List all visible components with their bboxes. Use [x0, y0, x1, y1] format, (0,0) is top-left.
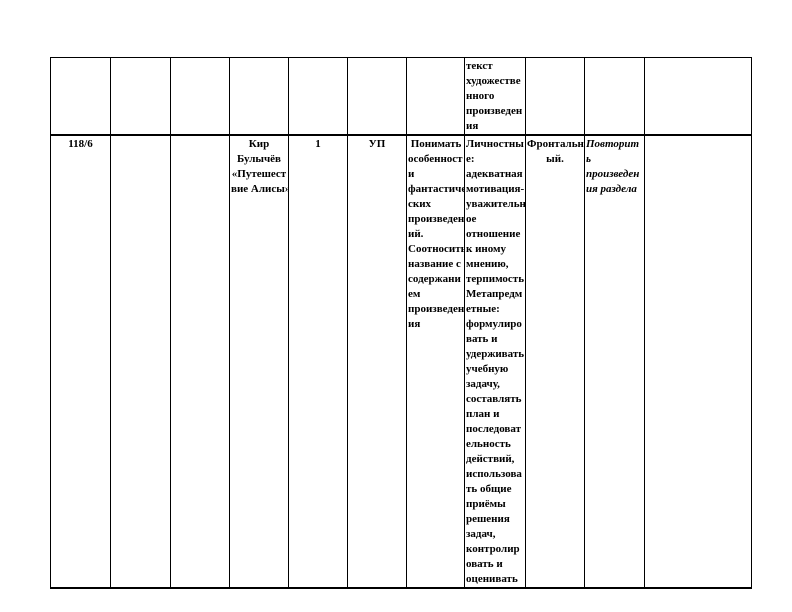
table-cell — [288, 57, 348, 136]
lesson-plan-table: текст художестве нного произведен ия 118… — [50, 57, 752, 589]
table-cell — [170, 134, 230, 589]
table-cell — [110, 134, 171, 589]
lesson-number-cell: 118/6 — [50, 134, 111, 589]
table-cell — [644, 57, 752, 136]
uud-cell-continued: текст художестве нного произведен ия — [464, 57, 526, 136]
homework-cell: Повторит ь произведен ия раздела — [584, 134, 645, 589]
table-cell — [347, 57, 407, 136]
table-cell — [50, 57, 111, 136]
table-row: 118/6 Кир Булычёв «Путешест вие Алисы» 1… — [50, 134, 752, 589]
lesson-type-cell: УП — [347, 134, 407, 589]
hours-cell: 1 — [288, 134, 348, 589]
table-cell — [229, 57, 289, 136]
table-cell — [170, 57, 230, 136]
uud-cell: Личностны е: адекватная мотивация- уважи… — [464, 134, 526, 589]
subject-results-cell: Понимать особенност и фантастиче ских пр… — [406, 134, 465, 589]
form-cell: Фронтальн ый. — [525, 134, 585, 589]
topic-cell: Кир Булычёв «Путешест вие Алисы» — [229, 134, 289, 589]
table-cell — [406, 57, 465, 136]
table-row: текст художестве нного произведен ия — [50, 57, 752, 136]
table-cell — [584, 57, 645, 136]
table-cell — [644, 134, 752, 589]
table-cell — [525, 57, 585, 136]
table-cell — [110, 57, 171, 136]
